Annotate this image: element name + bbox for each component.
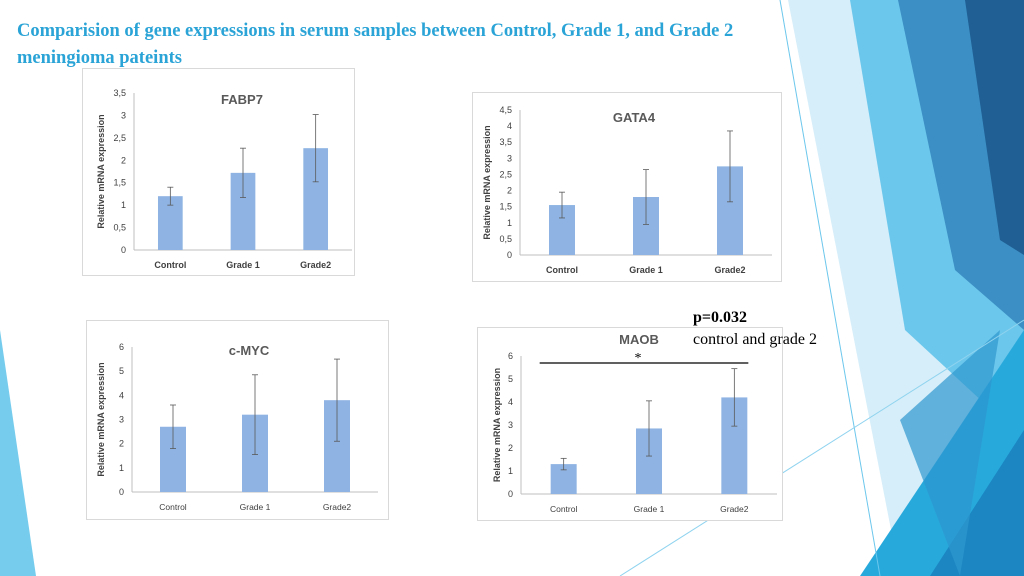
slide-title-line-1: Comparision of gene expressions in serum… [17,21,734,41]
x-category-label: Grade2 [720,504,749,514]
deco-thin-line-2 [619,319,1024,576]
x-category-label: Grade 1 [226,260,260,270]
significance-annotation: p=0.032 control and grade 2 [693,309,817,349]
x-category-label: Control [154,260,186,270]
y-tick-label: 1 [507,218,512,228]
slide-title: Comparision of gene expressions in serum… [17,18,877,72]
y-tick-label: 0 [119,487,124,497]
y-tick-label: 4 [119,390,124,400]
chart-title: GATA4 [613,110,656,125]
y-tick-label: 5 [508,374,513,384]
y-tick-label: 1 [119,463,124,473]
y-tick-label: 2 [121,155,126,165]
y-tick-label: 3 [507,153,512,163]
y-tick-label: 3,5 [113,88,126,98]
y-tick-label: 3 [508,420,513,430]
y-tick-label: 0 [507,250,512,260]
y-tick-label: 6 [119,342,124,352]
chart-fabp7: 0 0,5 1 1,5 2 2,5 3 3,5 Relative mRNA expression… [82,68,355,276]
x-category-label: Grade 1 [629,265,663,275]
chart-cmyc-svg: 0 1 2 3 4 5 6 Relative mRNA expression c-MYC Cont… [86,320,389,520]
y-tick-label: 1 [121,200,126,210]
x-category-label: Grade 1 [634,504,665,514]
deco-left-stripe [0,330,36,576]
deco-right-wedge [900,330,1000,576]
y-tick-label: 1,5 [499,202,512,212]
y-tick-label: 1,5 [113,178,126,188]
chart-maob-svg: 0 1 2 3 4 5 6 Relative mRNA expression MAOB Contr… [477,327,783,521]
x-category-label: Grade2 [300,260,331,270]
y-tick-label: 4 [507,121,512,131]
x-category-label: Control [550,504,578,514]
y-tick-label: 0,5 [499,234,512,244]
x-category-label: Grade2 [714,265,745,275]
chart-title: c-MYC [229,343,270,358]
significance-star: * [635,351,642,366]
y-tick-label: 4,5 [499,105,512,115]
y-axis-label: Relative mRNA expression [482,125,492,239]
y-tick-label: 4 [508,397,513,407]
y-tick-label: 3 [121,110,126,120]
y-tick-label: 0 [508,489,513,499]
y-tick-label: 2 [508,443,513,453]
chart-title: FABP7 [221,92,263,107]
y-tick-label: 3,5 [499,137,512,147]
y-tick-label: 0 [121,245,126,255]
p-value-label: p=0.032 [693,309,748,326]
y-tick-label: 5 [119,366,124,376]
x-category-label: Grade 1 [240,502,271,512]
deco-right-dark-panel [965,0,1024,255]
y-axis-label: Relative mRNA expression [96,114,106,228]
comparison-label: control and grade 2 [693,331,817,348]
chart-cmyc: 0 1 2 3 4 5 6 Relative mRNA expression c-MYC Cont… [86,320,389,520]
slide-title-line-2: meningioma pateints [17,48,182,68]
x-category-label: Grade2 [323,502,352,512]
chart-gata4: 0 0,5 1 1,5 2 2,5 3 3,5 4 4,5 Relative mRNA expres… [472,92,782,282]
chart-maob: 0 1 2 3 4 5 6 Relative mRNA expression MAOB Contr… [477,327,783,521]
y-tick-label: 1 [508,466,513,476]
chart-gata4-svg: 0 0,5 1 1,5 2 2,5 3 3,5 4 4,5 Relative mRNA expres… [472,92,782,282]
y-axis-label: Relative mRNA expression [96,362,106,476]
y-tick-label: 0,5 [113,223,126,233]
y-tick-label: 2,5 [113,133,126,143]
y-tick-label: 3 [119,415,124,425]
y-tick-label: 2,5 [499,169,512,179]
y-axis-label: Relative mRNA expression [492,368,502,482]
y-tick-label: 2 [119,439,124,449]
x-category-label: Control [159,502,187,512]
y-tick-label: 6 [508,351,513,361]
chart-title: MAOB [619,332,659,347]
deco-thin-line-1 [779,0,881,576]
y-tick-label: 2 [507,186,512,196]
chart-fabp7-svg: 0 0,5 1 1,5 2 2,5 3 3,5 Relative mRNA expression… [82,68,355,276]
x-category-label: Control [546,265,578,275]
